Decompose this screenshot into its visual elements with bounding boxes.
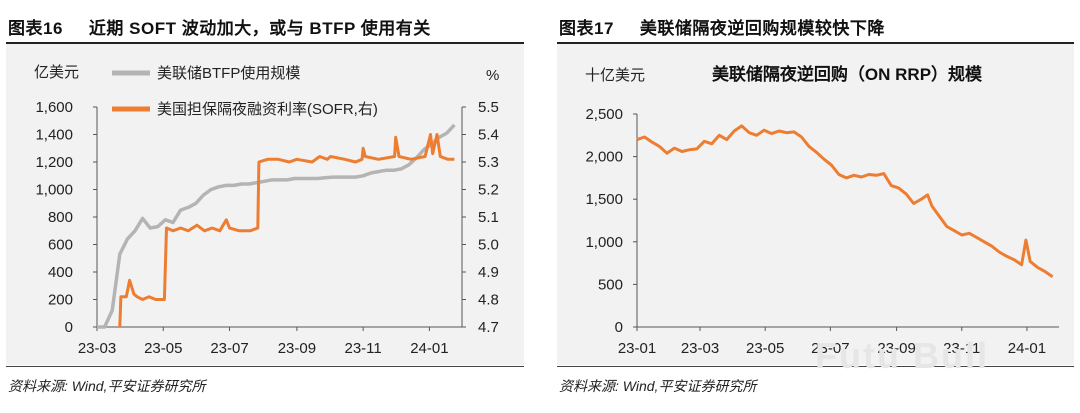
y-tick-label-right: 5.2: [478, 182, 499, 199]
chart-title: 美联储隔夜逆回购（ON RRP）规模: [712, 64, 983, 84]
y-tick-label: 2,500: [585, 106, 623, 123]
y-tick-label-left: 1,600: [35, 99, 73, 116]
onrrp-series-line: [636, 124, 1054, 278]
figure-17: 图表17 美联储隔夜逆回购规模较快下降 资料来源: Wind,平安证券研究所 0 5…: [551, 0, 1080, 413]
watermark-text: Futu Bull: [815, 335, 989, 376]
x-tick-label: 23-09: [278, 340, 316, 357]
title-rule: [557, 42, 1074, 44]
y-tick-label-left: 0: [65, 319, 73, 336]
source-rule: [557, 366, 1074, 367]
y-tick-label: 500: [598, 276, 623, 293]
y-tick-label-left: 1,400: [35, 127, 73, 144]
legend-label: 美国担保隔夜融资利率(SOFR,右): [157, 101, 378, 118]
y-tick-label-right: 5.4: [478, 127, 499, 144]
y-axis-unit-left: 亿美元: [34, 64, 79, 81]
y-tick-label-left: 1,000: [35, 182, 73, 199]
title-rule: [6, 42, 524, 44]
x-tick-label: 23-11: [345, 340, 382, 357]
figure-caption: 近期 SOFT 波动加大，或与 BTFP 使用有关: [88, 19, 431, 38]
y-axis-unit: 十亿美元: [585, 67, 645, 84]
y-axis-unit-right: %: [486, 67, 499, 84]
x-tick-label: 23-03: [681, 340, 719, 357]
y-tick-label: 0: [615, 319, 623, 336]
btfp-sofr-chart: 0 200 400 600 800 1,000 1,200 1,400 1,600 4.7 4.8 4…: [34, 64, 499, 357]
y-tick-label-left: 400: [48, 264, 73, 281]
y-tick-label-right: 4.9: [478, 264, 499, 281]
figure-caption: 美联储隔夜逆回购规模较快下降: [639, 19, 885, 38]
source-note: 资料来源: Wind,平安证券研究所: [559, 378, 757, 394]
chart-background: [6, 44, 524, 365]
y-tick-label: 2,000: [585, 149, 623, 166]
y-tick-label-right: 5.1: [478, 209, 499, 226]
x-tick-label: 23-09: [877, 340, 915, 357]
figure-16: 图表16 近期 SOFT 波动加大，或与 BTFP 使用有关 资料来源: Wind…: [0, 0, 530, 413]
onrrp-chart: 0 500 1,000 1,500 2,000 2,500 23-01 23-03 23-05 2…: [585, 64, 1059, 357]
chart-background: [557, 44, 1074, 365]
figure-title: 图表16 近期 SOFT 波动加大，或与 BTFP 使用有关: [8, 14, 431, 39]
y-tick-label-left: 600: [48, 237, 73, 254]
y-tick-label-left: 800: [48, 209, 73, 226]
sofr-series-line: [118, 133, 455, 328]
y-tick-label-right: 4.8: [478, 292, 499, 309]
y-tick-label-left: 200: [48, 292, 73, 309]
legend-label: 美联储BTFP使用规模: [157, 65, 300, 82]
figure-number: 图表16: [8, 19, 63, 38]
x-tick-label: 24-01: [1008, 340, 1046, 357]
figure-number: 图表17: [559, 19, 614, 38]
source-rule: [6, 366, 524, 367]
x-tick-label: 24-01: [410, 340, 448, 357]
figure-title: 图表17 美联储隔夜逆回购规模较快下降: [559, 14, 885, 39]
y-tick-label: 1,500: [585, 191, 623, 208]
y-tick-label-right: 5.0: [478, 237, 499, 254]
y-tick-label-right: 5.5: [478, 99, 499, 116]
y-tick-label-left: 1,200: [35, 154, 73, 171]
btfp-series-line: [97, 123, 456, 329]
y-tick-label: 1,000: [585, 234, 623, 251]
x-tick-label: 23-05: [746, 340, 784, 357]
x-tick-label: 23-01: [618, 340, 656, 357]
source-note: 资料来源: Wind,平安证券研究所: [8, 378, 206, 394]
x-tick-label: 23-03: [78, 340, 116, 357]
y-tick-label-right: 4.7: [478, 319, 499, 336]
x-tick-label: 23-07: [210, 340, 248, 357]
x-tick-label: 23-07: [811, 340, 849, 357]
x-tick-label: 23-05: [144, 340, 182, 357]
x-tick-label: 23-11: [943, 340, 980, 357]
y-tick-label-right: 5.3: [478, 154, 499, 171]
